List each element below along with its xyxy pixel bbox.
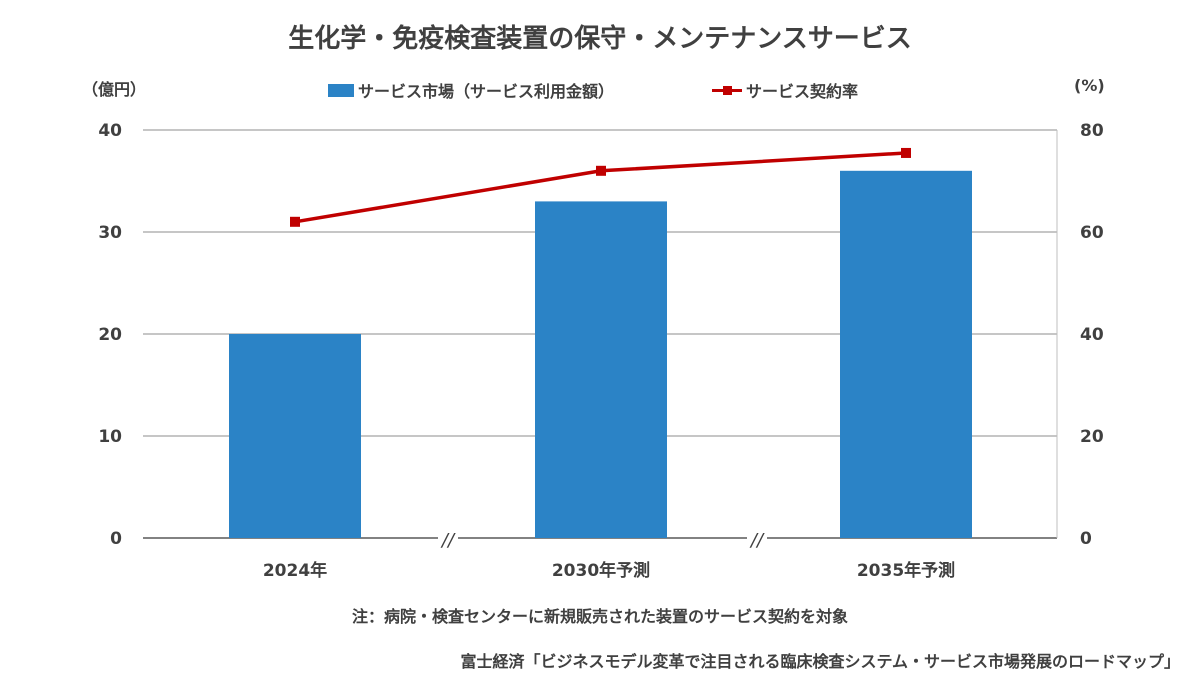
- axis-break-gap: [747, 532, 767, 544]
- contract-rate-point: [290, 216, 300, 227]
- bar: [535, 201, 667, 538]
- right-tick-label: 20: [1080, 427, 1104, 447]
- contract-rate-point: [596, 165, 606, 176]
- right-tick-label: 40: [1080, 325, 1104, 345]
- right-tick-label: 0: [1080, 529, 1092, 549]
- axis-break-mark: //: [440, 530, 456, 551]
- category-label: 2024年: [263, 560, 327, 581]
- legend-line-swatch: [712, 83, 742, 97]
- legend-bar-label: サービス市場（サービス利用金額）: [358, 82, 615, 101]
- legend-item-market: サービス市場（サービス利用金額）: [328, 78, 614, 102]
- legend-bar-swatch: [328, 83, 354, 97]
- category-label: 2035年予測: [857, 560, 955, 581]
- left-tick-label: 20: [98, 325, 122, 345]
- left-axis-unit: （億円）: [82, 80, 147, 99]
- chart-note: 注：病院・検査センターに新規販売された装置のサービス契約を対象: [351, 607, 848, 626]
- axis-break-gap: [438, 532, 458, 544]
- left-tick-label: 30: [98, 223, 122, 243]
- contract-rate-point: [901, 147, 911, 158]
- left-tick-label: 10: [98, 427, 122, 447]
- right-tick-label: 80: [1080, 121, 1104, 141]
- axis-break-mark: //: [749, 530, 765, 551]
- bar: [229, 334, 361, 538]
- chart-source: 富士経済「ビジネスモデル変革で注目される臨床検査システム・サービス市場発展のロー…: [460, 652, 1180, 671]
- right-tick-label: 60: [1080, 223, 1104, 243]
- legend-item-contract-rate: サービス契約率: [712, 78, 858, 102]
- category-label: 2030年予測: [552, 560, 650, 581]
- left-tick-label: 0: [110, 529, 122, 549]
- chart-title: 生化学・免疫検査装置の保守・メンテナンスサービス: [288, 24, 912, 54]
- legend-line-label: サービス契約率: [746, 82, 859, 101]
- left-tick-label: 40: [98, 121, 122, 141]
- bar: [840, 170, 972, 539]
- right-axis-unit: (%): [1074, 76, 1105, 95]
